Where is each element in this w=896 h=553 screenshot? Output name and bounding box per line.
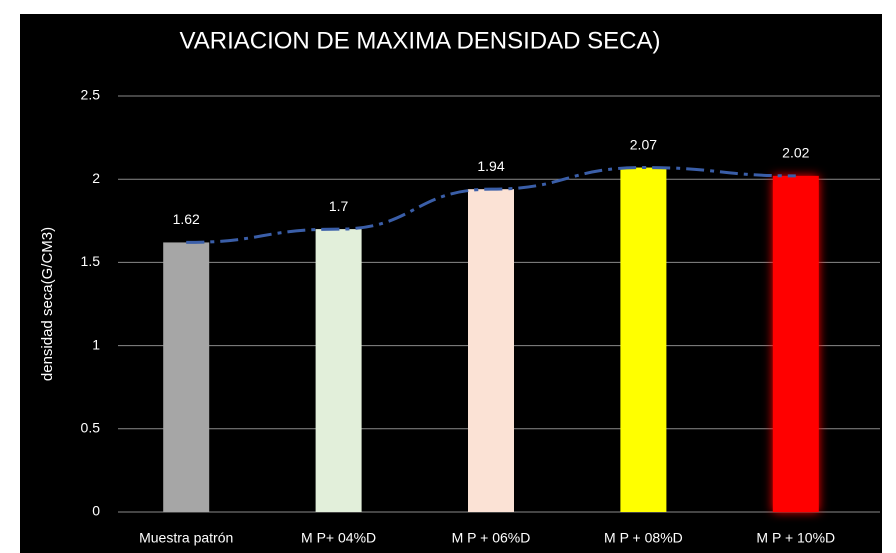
bar: [315, 229, 362, 512]
y-tick-label: 2: [92, 170, 100, 186]
bar: [468, 189, 514, 512]
y-tick-label: 2.5: [81, 87, 101, 103]
y-tick-label: 0.5: [81, 420, 101, 436]
x-tick-label: M P+ 04%D: [301, 530, 376, 546]
bar: [772, 175, 819, 512]
bar: [163, 242, 210, 512]
trend-line: [186, 166, 796, 244]
y-axis-label: densidad seca(G/CM3): [39, 227, 56, 381]
data-label: 2.02: [782, 145, 809, 161]
y-tick-label: 0: [92, 503, 100, 519]
data-label: 2.07: [630, 136, 657, 152]
data-label: 1.62: [173, 211, 200, 227]
bar: [620, 167, 667, 512]
y-tick-label: 1.5: [81, 253, 101, 269]
chart-background: [20, 14, 882, 553]
x-tick-label: Muestra patrón: [139, 530, 233, 546]
x-tick-label: M P + 06%D: [452, 530, 531, 546]
data-label: 1.94: [477, 158, 504, 174]
chart-title: VARIACION DE MAXIMA DENSIDAD SECA): [180, 27, 661, 54]
x-tick-label: M P + 10%D: [756, 530, 835, 546]
data-label: 1.7: [329, 198, 349, 214]
y-tick-label: 1: [92, 336, 100, 352]
x-tick-label: M P + 08%D: [604, 530, 683, 546]
